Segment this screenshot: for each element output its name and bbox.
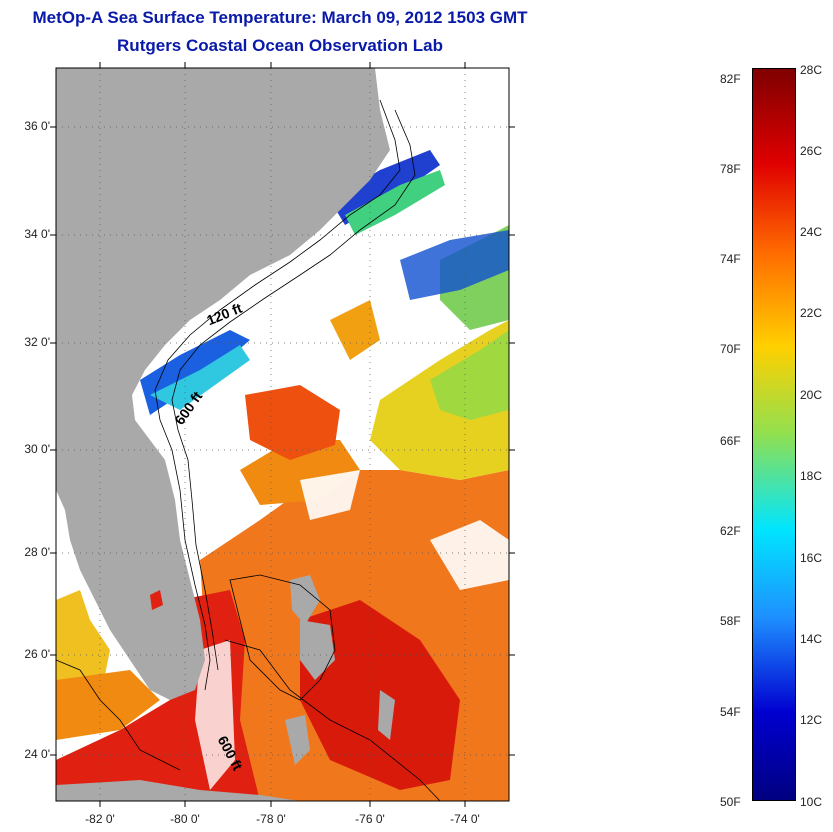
colorbar-f-74: 74F <box>720 252 741 266</box>
lat-label-34: 34 0' <box>24 227 50 241</box>
colorbar-f-58: 58F <box>720 614 741 628</box>
lon-label-78: -78 0' <box>256 812 286 826</box>
lon-label-74: -74 0' <box>450 812 480 826</box>
map-subtitle: Rutgers Coastal Ocean Observation Lab <box>117 36 443 55</box>
lon-label-76: -76 0' <box>355 812 385 826</box>
sst-field <box>56 150 509 801</box>
colorbar-f-66: 66F <box>720 434 741 448</box>
colorbar-c-28: 28C <box>800 63 823 77</box>
lon-label-80: -80 0' <box>170 812 200 826</box>
colorbar-f-50: 50F <box>720 795 741 809</box>
plot-frame <box>55 67 510 802</box>
colorbar-c-14: 14C <box>800 632 823 646</box>
lon-label-82: -82 0' <box>85 812 115 826</box>
map-title: MetOp-A Sea Surface Temperature: March 0… <box>32 8 528 27</box>
colorbar-c-24: 24C <box>800 225 823 239</box>
lat-label-36: 36 0' <box>24 119 50 133</box>
colorbar-c-22: 22C <box>800 306 823 320</box>
lat-label-32: 32 0' <box>24 335 50 349</box>
depth-contours <box>55 99 441 802</box>
lat-label-24: 24 0' <box>24 747 50 761</box>
lat-label-28: 28 0' <box>24 545 50 559</box>
colorbar-f-70: 70F <box>720 342 741 356</box>
landmass <box>56 68 395 801</box>
colorbar-c-10: 10C <box>800 795 823 809</box>
colorbar-c-16: 16C <box>800 551 823 565</box>
lat-label-30: 30 0' <box>24 442 50 456</box>
grid-lines <box>56 68 509 801</box>
colorbar-c-18: 18C <box>800 469 823 483</box>
colorbar-c-12: 12C <box>800 713 823 727</box>
axis-ticks <box>50 62 515 807</box>
colorbar-f-62: 62F <box>720 524 741 538</box>
colorbar-c-26: 26C <box>800 144 823 158</box>
colorbar-c-20: 20C <box>800 388 823 402</box>
colorbar-f-54: 54F <box>720 705 741 719</box>
temperature-colorbar <box>752 68 796 801</box>
colorbar-f-82: 82F <box>720 72 741 86</box>
lat-label-26: 26 0' <box>24 647 50 661</box>
colorbar-f-78: 78F <box>720 162 741 176</box>
